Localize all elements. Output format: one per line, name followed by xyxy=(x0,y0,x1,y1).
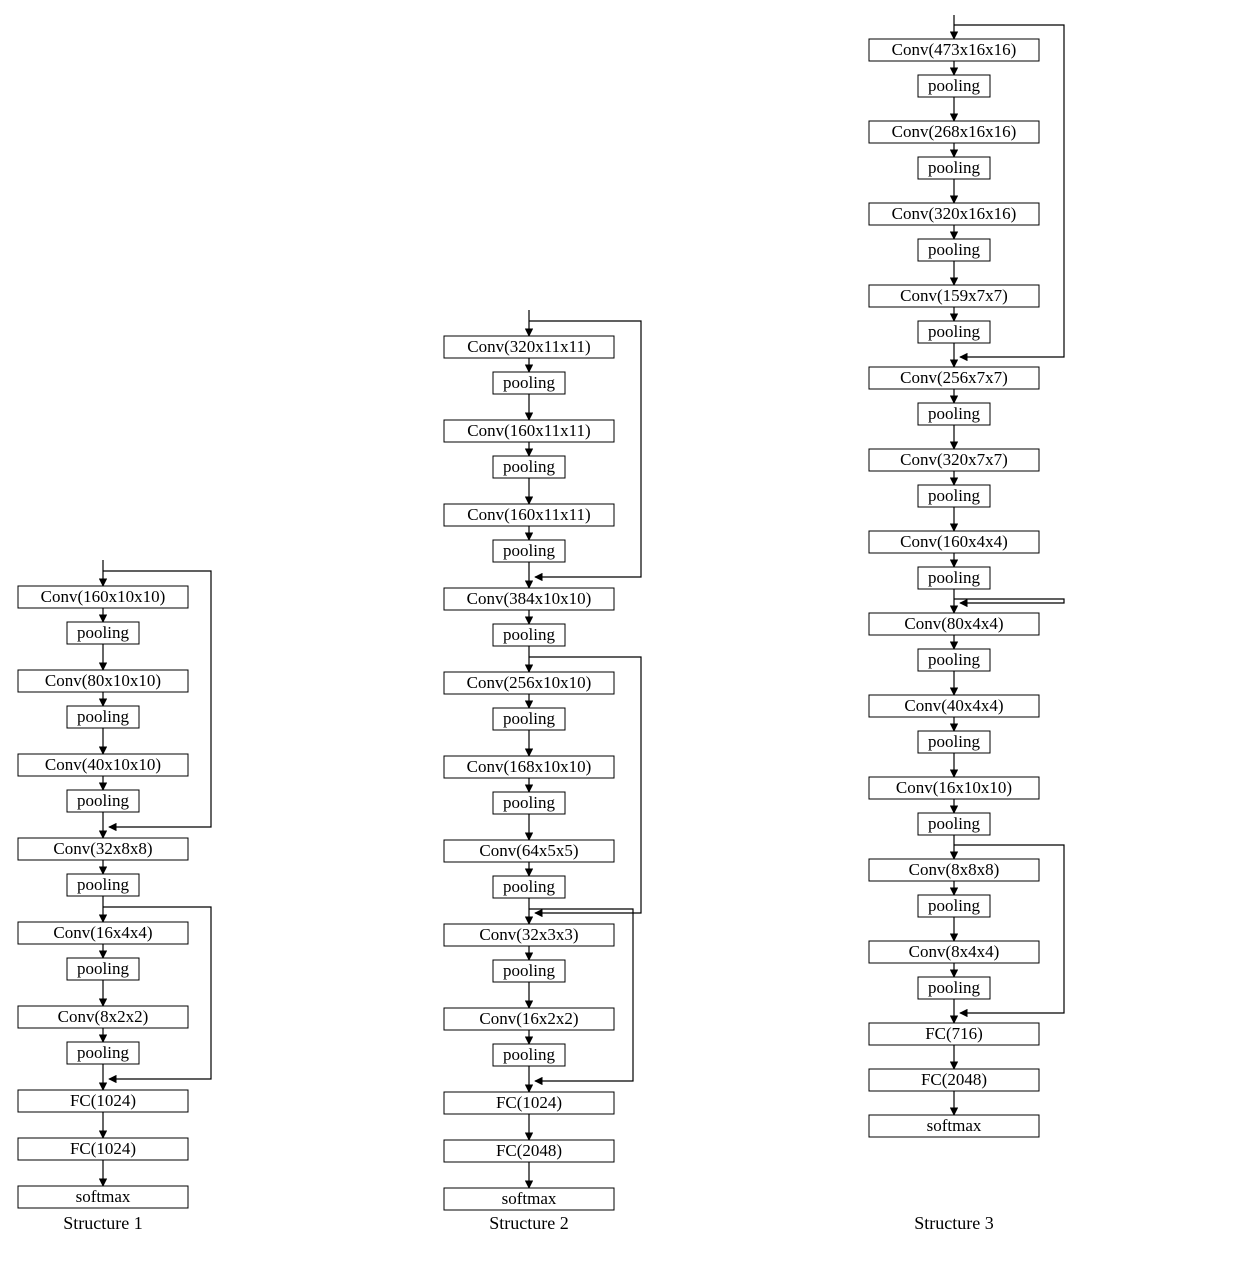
pooling-box-label: pooling xyxy=(928,568,980,587)
fc-box-label: FC(1024) xyxy=(70,1091,136,1110)
pooling-box-label: pooling xyxy=(503,877,555,896)
pooling-box-label: pooling xyxy=(928,650,980,669)
pooling-box-label: pooling xyxy=(503,373,555,392)
pooling-box-label: pooling xyxy=(503,793,555,812)
fc-box-label: softmax xyxy=(927,1116,982,1135)
conv-box-label: Conv(168x10x10) xyxy=(467,757,592,776)
fc-box-label: FC(1024) xyxy=(70,1139,136,1158)
pooling-box-label: pooling xyxy=(77,623,129,642)
pooling-box-label: pooling xyxy=(928,486,980,505)
pooling-box-label: pooling xyxy=(503,961,555,980)
fc-box-label: FC(2048) xyxy=(496,1141,562,1160)
conv-box-label: Conv(64x5x5) xyxy=(479,841,578,860)
structure-caption: Structure 3 xyxy=(914,1213,993,1233)
pooling-box-label: pooling xyxy=(503,625,555,644)
pooling-box-label: pooling xyxy=(928,814,980,833)
pooling-box-label: pooling xyxy=(928,978,980,997)
pooling-box-label: pooling xyxy=(928,896,980,915)
conv-box-label: Conv(160x10x10) xyxy=(41,587,166,606)
fc-box-label: softmax xyxy=(76,1187,131,1206)
fc-box-label: FC(2048) xyxy=(921,1070,987,1089)
conv-box-label: Conv(320x7x7) xyxy=(900,450,1008,469)
conv-box-label: Conv(160x4x4) xyxy=(900,532,1008,551)
conv-box-label: Conv(160x11x11) xyxy=(467,505,590,524)
conv-box-label: Conv(32x3x3) xyxy=(479,925,578,944)
conv-box-label: Conv(8x2x2) xyxy=(58,1007,149,1026)
conv-box-label: Conv(16x2x2) xyxy=(479,1009,578,1028)
skip-connection xyxy=(529,321,641,577)
pooling-box-label: pooling xyxy=(77,707,129,726)
conv-box-label: Conv(32x8x8) xyxy=(53,839,152,858)
pooling-box-label: pooling xyxy=(928,158,980,177)
pooling-box-label: pooling xyxy=(928,240,980,259)
conv-box-label: Conv(8x4x4) xyxy=(909,942,1000,961)
conv-box-label: Conv(160x11x11) xyxy=(467,421,590,440)
conv-box-label: Conv(40x10x10) xyxy=(45,755,161,774)
skip-connection xyxy=(103,571,211,827)
fc-box-label: FC(716) xyxy=(925,1024,983,1043)
skip-connection xyxy=(954,599,1064,603)
structure-caption: Structure 1 xyxy=(63,1213,142,1233)
skip-connection xyxy=(529,657,641,913)
pooling-box-label: pooling xyxy=(503,541,555,560)
conv-box-label: Conv(268x16x16) xyxy=(892,122,1017,141)
pooling-box-label: pooling xyxy=(928,404,980,423)
pooling-box-label: pooling xyxy=(77,1043,129,1062)
pooling-box-label: pooling xyxy=(928,322,980,341)
diagram-canvas: Conv(160x10x10) pooling Conv(80x10x10) pool… xyxy=(0,0,1240,1273)
conv-box-label: Conv(256x7x7) xyxy=(900,368,1008,387)
fc-box-label: FC(1024) xyxy=(496,1093,562,1112)
pooling-box-label: pooling xyxy=(77,959,129,978)
conv-box-label: Conv(80x10x10) xyxy=(45,671,161,690)
pooling-box-label: pooling xyxy=(503,457,555,476)
conv-box-label: Conv(473x16x16) xyxy=(892,40,1017,59)
pooling-box-label: pooling xyxy=(77,791,129,810)
conv-box-label: Conv(8x8x8) xyxy=(909,860,1000,879)
conv-box-label: Conv(384x10x10) xyxy=(467,589,592,608)
conv-box-label: Conv(320x11x11) xyxy=(467,337,590,356)
conv-box-label: Conv(159x7x7) xyxy=(900,286,1008,305)
conv-box-label: Conv(320x16x16) xyxy=(892,204,1017,223)
conv-box-label: Conv(80x4x4) xyxy=(904,614,1003,633)
structure-caption: Structure 2 xyxy=(489,1213,568,1233)
pooling-box-label: pooling xyxy=(928,732,980,751)
conv-box-label: Conv(40x4x4) xyxy=(904,696,1003,715)
pooling-box-label: pooling xyxy=(503,1045,555,1064)
pooling-box-label: pooling xyxy=(77,875,129,894)
pooling-box-label: pooling xyxy=(928,76,980,95)
conv-box-label: Conv(16x4x4) xyxy=(53,923,152,942)
conv-box-label: Conv(256x10x10) xyxy=(467,673,592,692)
fc-box-label: softmax xyxy=(502,1189,557,1208)
pooling-box-label: pooling xyxy=(503,709,555,728)
conv-box-label: Conv(16x10x10) xyxy=(896,778,1012,797)
